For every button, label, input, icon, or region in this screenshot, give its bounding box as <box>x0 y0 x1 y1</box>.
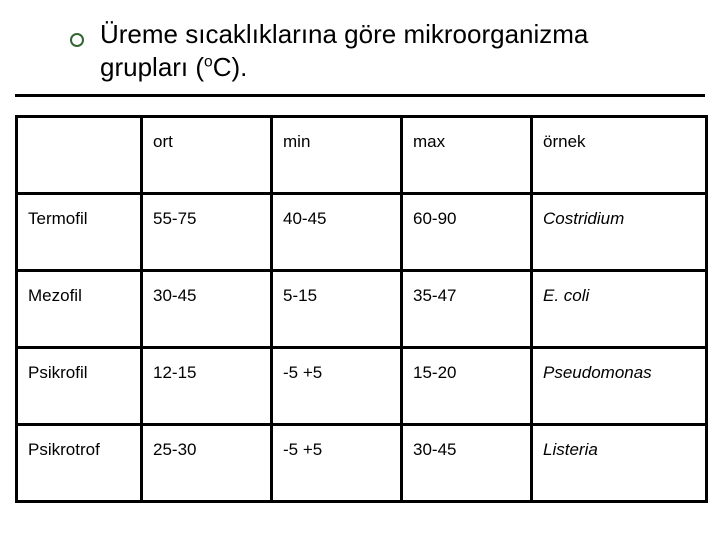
cell-ort: 12-15 <box>142 348 272 425</box>
cell-max: 60-90 <box>402 194 532 271</box>
cell-min: -5 +5 <box>272 425 402 502</box>
header-ornek: örnek <box>532 117 707 194</box>
table-row: Termofil 55-75 40-45 60-90 Costridium <box>17 194 707 271</box>
header-max: max <box>402 117 532 194</box>
row-label: Psikrofil <box>17 348 142 425</box>
cell-ornek: E. coli <box>532 271 707 348</box>
row-label: Psikrotrof <box>17 425 142 502</box>
title-underline <box>15 94 705 97</box>
table-row: Psikrotrof 25-30 -5 +5 30-45 Listeria <box>17 425 707 502</box>
cell-ornek: Pseudomonas <box>532 348 707 425</box>
header-min: min <box>272 117 402 194</box>
slide-title: Üreme sıcaklıklarına göre mikroorganizma… <box>100 18 680 83</box>
table-row: Psikrofil 12-15 -5 +5 15-20 Pseudomonas <box>17 348 707 425</box>
cell-ort: 30-45 <box>142 271 272 348</box>
table-header-row: ort min max örnek <box>17 117 707 194</box>
organism-temperature-table: ort min max örnek Termofil 55-75 40-45 6… <box>15 115 708 503</box>
row-label: Mezofil <box>17 271 142 348</box>
cell-min: 5-15 <box>272 271 402 348</box>
cell-min: 40-45 <box>272 194 402 271</box>
header-ort: ort <box>142 117 272 194</box>
cell-ort: 25-30 <box>142 425 272 502</box>
cell-max: 30-45 <box>402 425 532 502</box>
table-row: Mezofil 30-45 5-15 35-47 E. coli <box>17 271 707 348</box>
cell-ornek: Listeria <box>532 425 707 502</box>
cell-max: 15-20 <box>402 348 532 425</box>
cell-min: -5 +5 <box>272 348 402 425</box>
slide: Üreme sıcaklıklarına göre mikroorganizma… <box>0 0 720 540</box>
cell-ort: 55-75 <box>142 194 272 271</box>
header-empty <box>17 117 142 194</box>
cell-max: 35-47 <box>402 271 532 348</box>
row-label: Termofil <box>17 194 142 271</box>
cell-ornek: Costridium <box>532 194 707 271</box>
title-bullet-icon <box>70 33 84 47</box>
